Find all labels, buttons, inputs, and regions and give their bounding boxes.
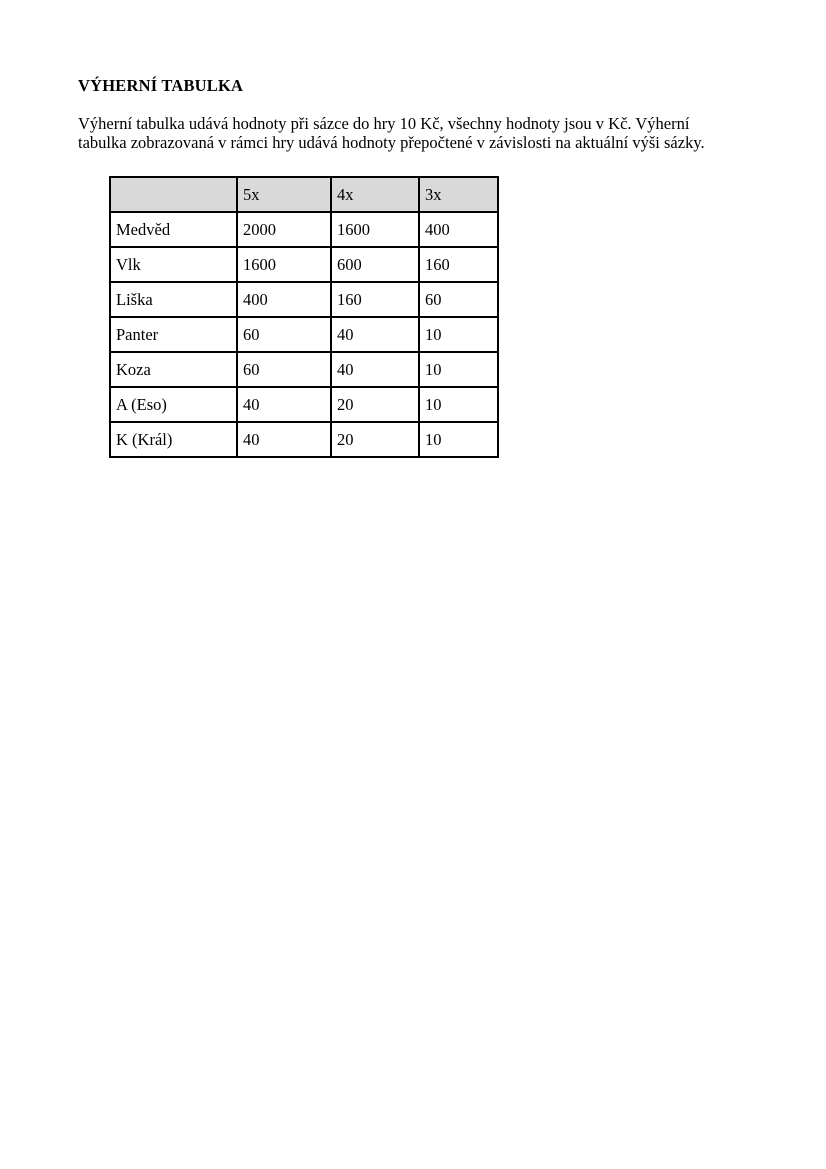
- intro-line-1: Výherní tabulka udává hodnoty při sázce …: [78, 114, 690, 133]
- table-cell-value: 10: [418, 386, 499, 423]
- table-cell-label: Vlk: [109, 246, 238, 283]
- table-row-a-eso: A (Eso) 40 20 10: [109, 386, 499, 423]
- table-header-row: 5x 4x 3x: [109, 176, 499, 213]
- table-cell-value: 40: [330, 316, 420, 353]
- payout-table: 5x 4x 3x Medvěd 2000 1600 400 Vlk 1600 6…: [109, 176, 499, 458]
- table-cell-label: Liška: [109, 281, 238, 318]
- table-header-cell-5x: 5x: [236, 176, 332, 213]
- table-header-cell-empty: [109, 176, 238, 213]
- table-cell-value: 2000: [236, 211, 332, 248]
- table-header-cell-4x: 4x: [330, 176, 420, 213]
- page-title: VÝHERNÍ TABULKA: [78, 76, 244, 95]
- table-row-panter: Panter 60 40 10: [109, 316, 499, 353]
- table-cell-value: 40: [236, 386, 332, 423]
- table-cell-value: 20: [330, 421, 420, 458]
- table-row-liska: Liška 400 160 60: [109, 281, 499, 318]
- table-cell-value: 400: [418, 211, 499, 248]
- table-cell-value: 10: [418, 421, 499, 458]
- table-cell-value: 160: [418, 246, 499, 283]
- table-row-koza: Koza 60 40 10: [109, 351, 499, 388]
- table-row-vlk: Vlk 1600 600 160: [109, 246, 499, 283]
- table-cell-value: 1600: [330, 211, 420, 248]
- table-cell-value: 60: [236, 316, 332, 353]
- table-cell-value: 400: [236, 281, 332, 318]
- intro-paragraph: Výherní tabulka udává hodnoty při sázce …: [78, 114, 778, 152]
- table-cell-value: 10: [418, 316, 499, 353]
- table-cell-label: Medvěd: [109, 211, 238, 248]
- table-cell-value: 40: [330, 351, 420, 388]
- table-row-k-kral: K (Král) 40 20 10: [109, 421, 499, 458]
- table-header-cell-3x: 3x: [418, 176, 499, 213]
- table-cell-value: 60: [418, 281, 499, 318]
- table-cell-value: 10: [418, 351, 499, 388]
- table-row-medved: Medvěd 2000 1600 400: [109, 211, 499, 248]
- table-cell-value: 60: [236, 351, 332, 388]
- table-cell-value: 600: [330, 246, 420, 283]
- table-cell-label: Panter: [109, 316, 238, 353]
- table-cell-value: 40: [236, 421, 332, 458]
- table-cell-value: 1600: [236, 246, 332, 283]
- table-cell-label: Koza: [109, 351, 238, 388]
- table-cell-label: A (Eso): [109, 386, 238, 423]
- table-cell-value: 160: [330, 281, 420, 318]
- table-cell-label: K (Král): [109, 421, 238, 458]
- intro-line-2: tabulka zobrazovaná v rámci hry udává ho…: [78, 133, 705, 152]
- table-cell-value: 20: [330, 386, 420, 423]
